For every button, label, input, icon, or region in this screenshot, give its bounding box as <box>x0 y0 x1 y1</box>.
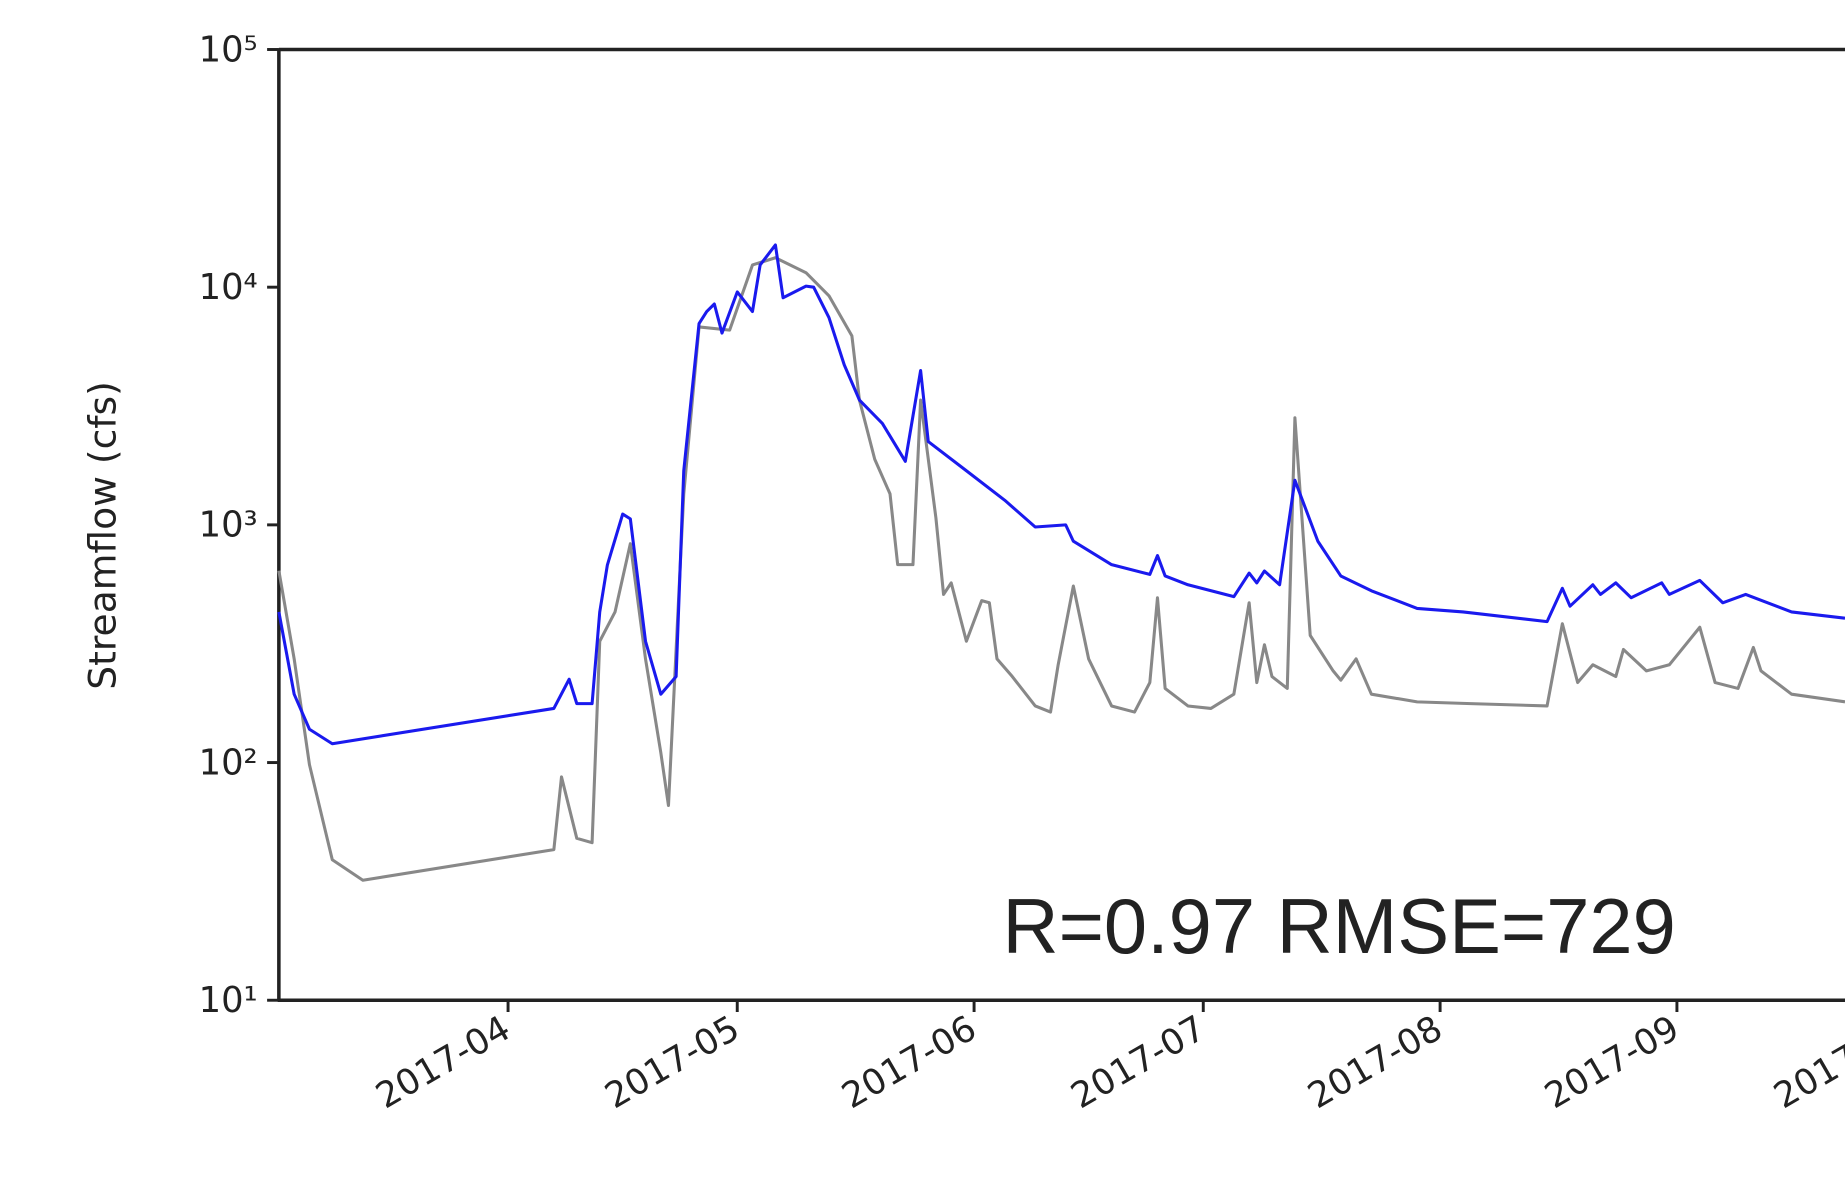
x-tick-label: 2017-05 <box>598 1008 746 1117</box>
y-tick-label: 10¹ <box>199 980 258 1021</box>
y-tick-label: 10³ <box>199 505 258 546</box>
y-tick-label: 10² <box>199 742 258 783</box>
y-tick-label: 10⁴ <box>199 267 258 308</box>
y-tick-label: 10⁵ <box>199 29 258 70</box>
series-line <box>277 256 1845 882</box>
x-tick-label: 2017-04 <box>369 1008 517 1117</box>
x-tick-label: 2017-10 <box>1767 1008 1845 1117</box>
y-axis-label: Streamflow (cfs) <box>80 381 124 690</box>
x-tick-label: 2017-09 <box>1538 1008 1686 1117</box>
x-tick-label: 2017-08 <box>1301 1008 1449 1117</box>
x-tick-label: 2017-06 <box>835 1008 983 1117</box>
series-line <box>277 243 1845 746</box>
annotation: R=0.97 RMSE=729 <box>1003 884 1676 970</box>
x-tick-label: 2017-07 <box>1064 1008 1212 1117</box>
